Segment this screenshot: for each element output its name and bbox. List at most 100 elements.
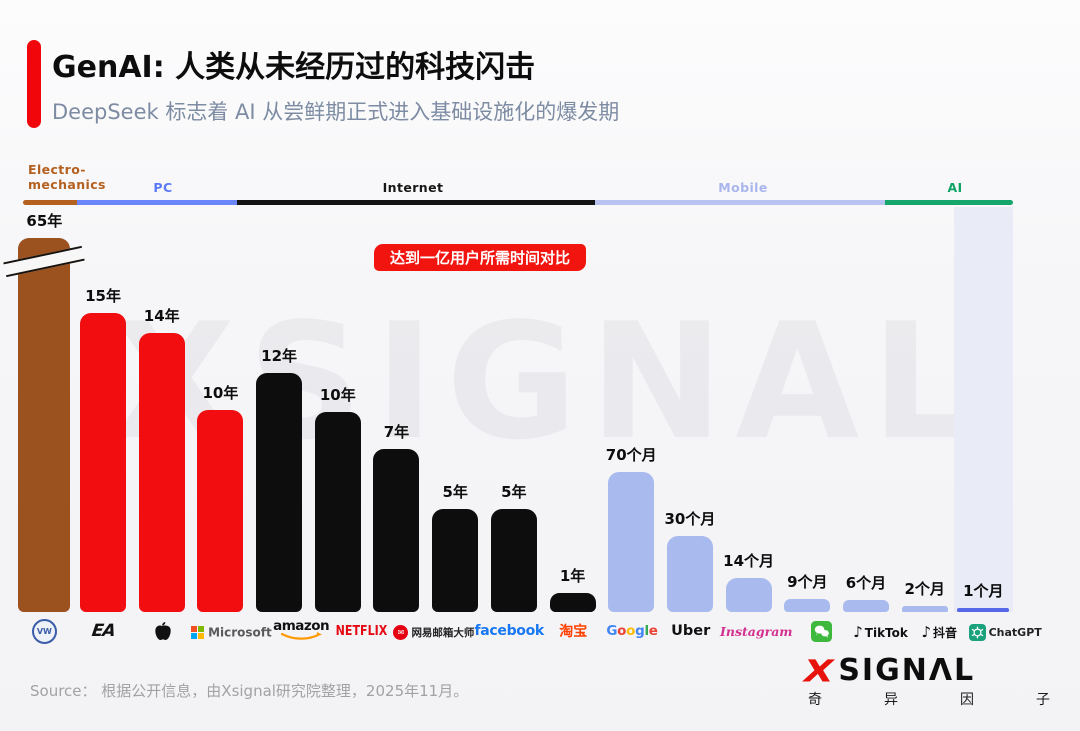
category-label-line: Mobile	[718, 180, 768, 195]
bar-value-uber: 70个月	[605, 446, 657, 464]
bar-tiktok	[784, 599, 831, 612]
microsoft-icon	[191, 625, 205, 639]
ea-wordmark: EA	[90, 621, 116, 641]
bar-value-taobao: 5年	[501, 483, 527, 501]
bar-value-ai-newcomer: 1个月	[963, 582, 1004, 600]
xsignal-char-2: 异	[884, 692, 898, 708]
bar-value-wechat: 14个月	[723, 552, 775, 570]
bar-uber	[608, 472, 655, 612]
category-underline-pc	[77, 200, 237, 205]
bar-ai-newcomer	[957, 608, 1010, 612]
bar-facebook	[432, 509, 479, 612]
chart-title-badge: 达到一亿用户所需时间对比	[374, 244, 587, 271]
bar-column-netflix: 10年	[308, 207, 367, 612]
category-underline-mobile	[595, 200, 885, 205]
douyin-note-icon: ♪	[921, 622, 932, 641]
title-accent-bar	[27, 40, 41, 128]
logo-taobao: 淘宝	[544, 614, 603, 648]
netflix-wordmark: NETFLIX	[336, 623, 388, 639]
category-label-internet: Internet	[383, 180, 444, 195]
bar-column-netease-mail: 7年	[367, 207, 426, 612]
logos-row: VW EA Microsoft amazon NETFLIX ✉ 网易邮箱大师 faceboo…	[15, 614, 1042, 648]
bar-douyin	[842, 600, 889, 612]
bar-value-vw: 65年	[26, 212, 63, 230]
amazon-logo-group: amazon	[273, 618, 330, 641]
xsignal-x-icon: X	[799, 653, 838, 689]
bar-column-uber: 70个月	[602, 207, 661, 612]
logo-apple	[132, 614, 191, 648]
bar-column-taobao: 5年	[485, 207, 544, 612]
chatgpt-icon	[968, 623, 986, 641]
tiktok-logo-group: ♪ TikTok	[853, 622, 908, 641]
xsignal-chinese-name: 奇 异 因 子	[804, 689, 1054, 709]
xsignal-char-1: 奇	[808, 692, 822, 708]
logo-douyin: ♪ 抖音	[910, 614, 969, 648]
logo-vw: VW	[15, 614, 74, 648]
bar-column-vw: 65年	[3, 207, 86, 612]
logo-facebook: facebook	[474, 614, 544, 648]
logo-uber: Uber	[661, 614, 720, 648]
logo-tiktok: ♪ TikTok	[851, 614, 910, 648]
xsignal-logo-row: X SIGNΛL	[799, 653, 1054, 689]
chatgpt-wordmark: ChatGPT	[988, 625, 1042, 639]
google-wordmark: Google	[606, 623, 658, 639]
xsignal-wordmark: SIGNΛL	[838, 653, 976, 688]
instagram-wordmark: Instagram	[720, 623, 793, 639]
category-label-pc: PC	[153, 180, 172, 195]
bar-value-netflix: 10年	[319, 386, 356, 404]
bar-column-microsoft: 10年	[191, 207, 250, 612]
bar-value-amazon: 12年	[261, 347, 298, 365]
bar-column-wechat: 14个月	[719, 207, 778, 612]
category-label-electro-mechanics: Electro-mechanics	[28, 162, 106, 192]
page-title: GenAI: 人类从未经历过的科技闪击	[52, 50, 536, 85]
category-label-mobile: Mobile	[718, 180, 767, 195]
douyin-logo-group: ♪ 抖音	[921, 622, 957, 641]
category-underline-electro-mechanics	[23, 200, 77, 205]
category-label-line: PC	[153, 180, 173, 195]
amazon-wordmark: amazon	[273, 618, 330, 634]
bar-column-douyin: 6个月	[837, 207, 896, 612]
microsoft-logo-group: Microsoft	[191, 622, 272, 641]
facebook-wordmark: facebook	[474, 623, 544, 639]
bar-amazon	[256, 373, 303, 612]
bar-value-ea: 15年	[85, 287, 121, 305]
category-label-line: Internet	[382, 180, 444, 195]
bar-column-instagram: 30个月	[661, 207, 720, 612]
bar-value-google: 1年	[559, 567, 586, 585]
logo-wechat	[793, 614, 852, 648]
bar-chart: 65年 15年 14年 10年 12年 10年 7年 5年 5年 1年 70个月 30个月 14个月 9个…	[3, 207, 1013, 612]
page-subtitle: DeepSeek 标志着 AI 从尝鲜期正式进入基础设施化的爆发期	[52, 100, 620, 124]
source-note: Source： 根据公开信息，由Xsignal研究院整理，2025年11月。	[30, 682, 469, 700]
bar-column-google: 1年	[543, 207, 602, 612]
bar-column-facebook: 5年	[426, 207, 485, 612]
bar-chatgpt	[901, 606, 948, 612]
uber-wordmark: Uber	[671, 623, 711, 639]
bar-column-tiktok: 9个月	[778, 207, 837, 612]
logo-netflix: NETFLIX	[330, 614, 393, 648]
bar-column-ai-newcomer: 1个月	[954, 207, 1013, 612]
bar-value-apple: 14年	[143, 307, 180, 325]
bar-instagram	[666, 536, 713, 612]
bar-value-instagram: 30个月	[664, 510, 716, 528]
bar-column-chatgpt: 2个月	[895, 207, 954, 612]
bar-column-amazon: 12年	[250, 207, 309, 612]
logo-chatgpt: ChatGPT	[968, 614, 1042, 648]
category-underline-ai	[885, 200, 1013, 205]
category-label-line: mechanics	[28, 177, 106, 192]
apple-icon	[155, 621, 171, 640]
bar-column-apple: 14年	[132, 207, 191, 612]
amazon-smile-icon	[280, 632, 323, 640]
logo-instagram: Instagram	[720, 614, 793, 648]
tiktok-wordmark: TikTok	[864, 625, 908, 640]
bar-value-facebook: 5年	[442, 483, 468, 501]
bar-value-chatgpt: 2个月	[904, 580, 945, 598]
bar-value-tiktok: 9个月	[787, 573, 828, 591]
category-underline-internet	[237, 200, 595, 205]
bar-taobao	[490, 509, 537, 612]
bar-value-douyin: 6个月	[845, 574, 887, 592]
category-label-ai: AI	[947, 180, 962, 195]
logo-ai-newcomer	[1042, 614, 1080, 648]
bar-column-ea: 15年	[74, 207, 133, 612]
bar-apple	[138, 333, 185, 612]
logo-google: Google	[603, 614, 662, 648]
